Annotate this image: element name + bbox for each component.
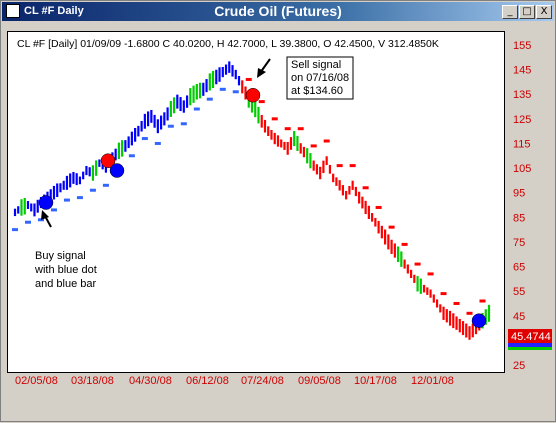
x-tick-label: 02/05/08 — [15, 375, 58, 387]
sell-annotation-line-1: Sell signal — [291, 59, 341, 71]
sell-annotation-line-3: at $134.60 — [291, 85, 343, 97]
y-tick-label: 75 — [513, 237, 525, 249]
x-tick-label: 09/05/08 — [298, 375, 341, 387]
window-title: CL #F Daily — [24, 5, 84, 17]
x-axis: 02/05/08 03/18/08 04/30/08 06/12/08 07/24/08… — [15, 375, 454, 387]
sell-annotation-line-2: on 07/16/08 — [291, 72, 349, 84]
buy-signal-dot — [109, 163, 125, 178]
sell-signal-dot — [100, 153, 116, 168]
y-axis: 1551451351251151059585756555453525 — [513, 40, 531, 372]
buy-annotation-line-2: with blue dot — [34, 264, 97, 276]
sell-arrow-head — [257, 68, 266, 78]
y-tick-label: 135 — [513, 89, 531, 101]
close-button[interactable]: X — [536, 5, 552, 19]
last-price-label: 45.4744 — [511, 331, 551, 343]
buy-arrow-head — [41, 210, 49, 220]
y-tick-label: 45 — [513, 311, 525, 323]
x-tick-label: 07/24/08 — [241, 375, 284, 387]
app-icon — [6, 4, 20, 18]
x-tick-label: 03/18/08 — [71, 375, 114, 387]
y-tick-label: 65 — [513, 262, 525, 274]
y-tick-label: 125 — [513, 114, 531, 126]
last-price-box — [508, 329, 552, 343]
y-tick-label: 115 — [513, 138, 531, 150]
plot-area[interactable] — [7, 31, 505, 373]
y-tick-label: 105 — [513, 163, 531, 175]
last-price-bar-green — [508, 347, 552, 350]
maximize-button[interactable]: □ — [519, 5, 535, 19]
buy-signal-dot — [38, 195, 54, 210]
last-price-bar-blue — [508, 343, 552, 347]
y-tick-label: 155 — [513, 40, 531, 52]
x-tick-label: 04/30/08 — [129, 375, 172, 387]
y-tick-label: 95 — [513, 188, 525, 200]
sell-signal-dot — [245, 87, 261, 103]
x-tick-label: 10/17/08 — [354, 375, 397, 387]
y-tick-label: 85 — [513, 212, 525, 224]
sell-annotation-box — [286, 56, 354, 100]
x-tick-label: 12/01/08 — [411, 375, 454, 387]
buy-annotation-line-1: Buy signal — [35, 250, 86, 262]
title-bar[interactable]: CL #F Daily Crude Oil (Futures) _ □ X — [2, 2, 554, 21]
price-bars — [13, 61, 491, 340]
info-line: CL #F [Daily] 01/09/09 -1.6800 C 40.0200… — [17, 38, 439, 50]
buy-annotation-line-3: and blue bar — [35, 278, 96, 290]
signal-dots — [38, 87, 487, 328]
minimize-button[interactable]: _ — [502, 5, 518, 19]
y-tick-label: 25 — [513, 360, 525, 372]
x-tick-label: 06/12/08 — [186, 375, 229, 387]
buy-signal-dot — [471, 313, 487, 328]
y-tick-label: 55 — [513, 286, 525, 298]
y-tick-label: 145 — [513, 65, 531, 77]
trailing-stop — [12, 77, 486, 315]
